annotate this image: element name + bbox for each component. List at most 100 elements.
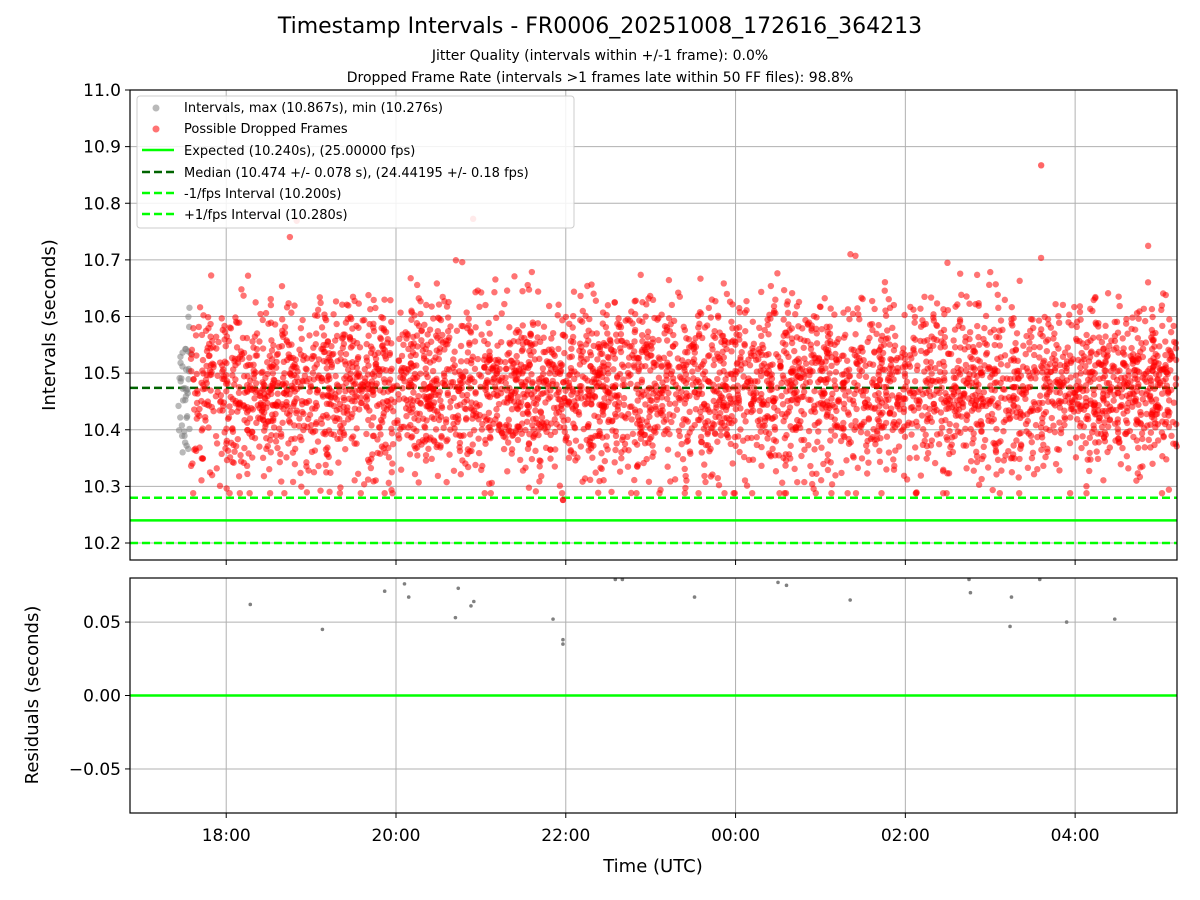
dropped-frame-point xyxy=(1023,428,1030,435)
dropped-frame-point xyxy=(227,393,234,401)
dropped-frame-point xyxy=(201,413,209,421)
dropped-frame-point xyxy=(453,402,461,410)
dropped-frame-point xyxy=(1119,335,1126,342)
dropped-frame-point xyxy=(486,393,494,401)
dropped-frame-point xyxy=(464,446,472,453)
dropped-frame-point xyxy=(1165,397,1173,404)
dropped-frame-point xyxy=(286,233,294,241)
dropped-frame-point xyxy=(295,422,303,430)
dropped-frame-point xyxy=(284,356,291,364)
dropped-frame-point xyxy=(868,297,876,305)
dropped-frame-point xyxy=(865,459,872,466)
dropped-frame-point xyxy=(217,398,224,406)
dropped-frame-point xyxy=(962,425,969,433)
dropped-frame-point xyxy=(590,290,597,297)
dropped-frame-point xyxy=(768,375,776,382)
dropped-frame-point xyxy=(514,393,522,400)
dropped-frame-point xyxy=(449,413,457,421)
dropped-frame-point xyxy=(237,452,244,459)
dropped-frame-point xyxy=(411,470,419,478)
dropped-frame-point xyxy=(796,366,804,373)
dropped-frame-point xyxy=(1049,355,1056,362)
dropped-frame-point xyxy=(464,349,472,356)
dropped-frame-point xyxy=(1076,308,1084,316)
dropped-frame-point xyxy=(342,350,350,358)
dropped-frame-point xyxy=(630,362,637,369)
dropped-frame-point xyxy=(420,380,428,388)
dropped-frame-point xyxy=(318,420,326,427)
dropped-frame-point xyxy=(1027,432,1035,440)
dropped-frame-point xyxy=(261,382,268,389)
dropped-frame-point xyxy=(307,382,314,389)
dropped-frame-point xyxy=(1085,358,1093,365)
dropped-frame-point xyxy=(997,354,1004,361)
dropped-frame-point xyxy=(842,392,849,399)
dropped-frame-point xyxy=(188,351,195,358)
dropped-frame-point xyxy=(684,437,692,444)
dropped-frame-point xyxy=(837,437,845,445)
dropped-frame-point xyxy=(1095,334,1103,341)
dropped-frame-point xyxy=(486,348,493,355)
dropped-frame-point xyxy=(428,455,435,463)
dropped-frame-point xyxy=(1028,333,1035,341)
dropped-frame-point xyxy=(234,435,242,443)
dropped-frame-point xyxy=(549,329,557,337)
x-tick-label: 02:00 xyxy=(881,826,930,846)
dropped-frame-point xyxy=(846,315,853,323)
dropped-frame-point xyxy=(792,310,799,318)
dropped-frame-point xyxy=(1162,364,1170,371)
dropped-frame-point xyxy=(950,401,958,409)
dropped-frame-point xyxy=(318,377,325,385)
dropped-frame-point xyxy=(905,419,912,426)
dropped-frame-point xyxy=(1093,350,1100,358)
dropped-frame-point xyxy=(315,356,323,363)
dropped-frame-point xyxy=(600,382,607,389)
dropped-frame-point xyxy=(346,333,354,341)
dropped-frame-point xyxy=(191,406,198,413)
dropped-frame-point xyxy=(763,377,771,385)
dropped-frame-point xyxy=(845,373,853,380)
dropped-frame-point xyxy=(853,405,860,413)
dropped-frame-point xyxy=(413,320,421,327)
dropped-frame-point xyxy=(393,382,401,389)
dropped-frame-point xyxy=(427,338,435,345)
dropped-frame-point xyxy=(851,351,858,359)
dropped-frame-point xyxy=(458,373,466,380)
dropped-frame-point xyxy=(534,288,542,295)
dropped-frame-point xyxy=(834,423,841,431)
residual-point xyxy=(968,590,973,595)
dropped-frame-point xyxy=(883,433,891,440)
dropped-frame-point xyxy=(704,442,712,449)
dropped-frame-point xyxy=(1040,462,1047,470)
dropped-frame-point xyxy=(756,407,763,415)
dropped-frame-point xyxy=(762,428,770,436)
dropped-frame-point xyxy=(510,337,517,345)
dropped-frame-point xyxy=(1022,350,1029,358)
dropped-frame-point xyxy=(986,365,993,372)
dropped-frame-point xyxy=(788,339,796,347)
dropped-frame-point xyxy=(612,432,620,440)
dropped-frame-point xyxy=(1129,314,1136,321)
dropped-frame-point xyxy=(540,334,547,341)
dropped-frame-point xyxy=(370,320,377,328)
dropped-frame-point xyxy=(1140,425,1148,432)
dropped-frame-point xyxy=(828,481,836,488)
dropped-frame-point xyxy=(196,304,204,311)
dropped-frame-point xyxy=(906,363,914,370)
dropped-frame-point xyxy=(826,370,833,377)
dropped-frame-point xyxy=(1082,363,1089,370)
dropped-frame-point xyxy=(976,358,983,365)
dropped-frame-point xyxy=(434,472,442,480)
dropped-frame-point xyxy=(317,487,324,494)
dropped-frame-point xyxy=(281,323,289,331)
legend-label-plus-fps: +1/fps Interval (10.280s) xyxy=(184,208,348,223)
dropped-frame-point xyxy=(948,434,956,441)
dropped-frame-point xyxy=(505,349,513,357)
dropped-frame-point xyxy=(625,362,632,369)
dropped-frame-point xyxy=(468,375,475,383)
dropped-frame-point xyxy=(1136,308,1143,315)
dropped-frame-point xyxy=(538,472,545,480)
dropped-frame-point xyxy=(945,405,952,412)
dropped-frame-point xyxy=(423,393,430,401)
dropped-frame-point xyxy=(820,387,827,395)
